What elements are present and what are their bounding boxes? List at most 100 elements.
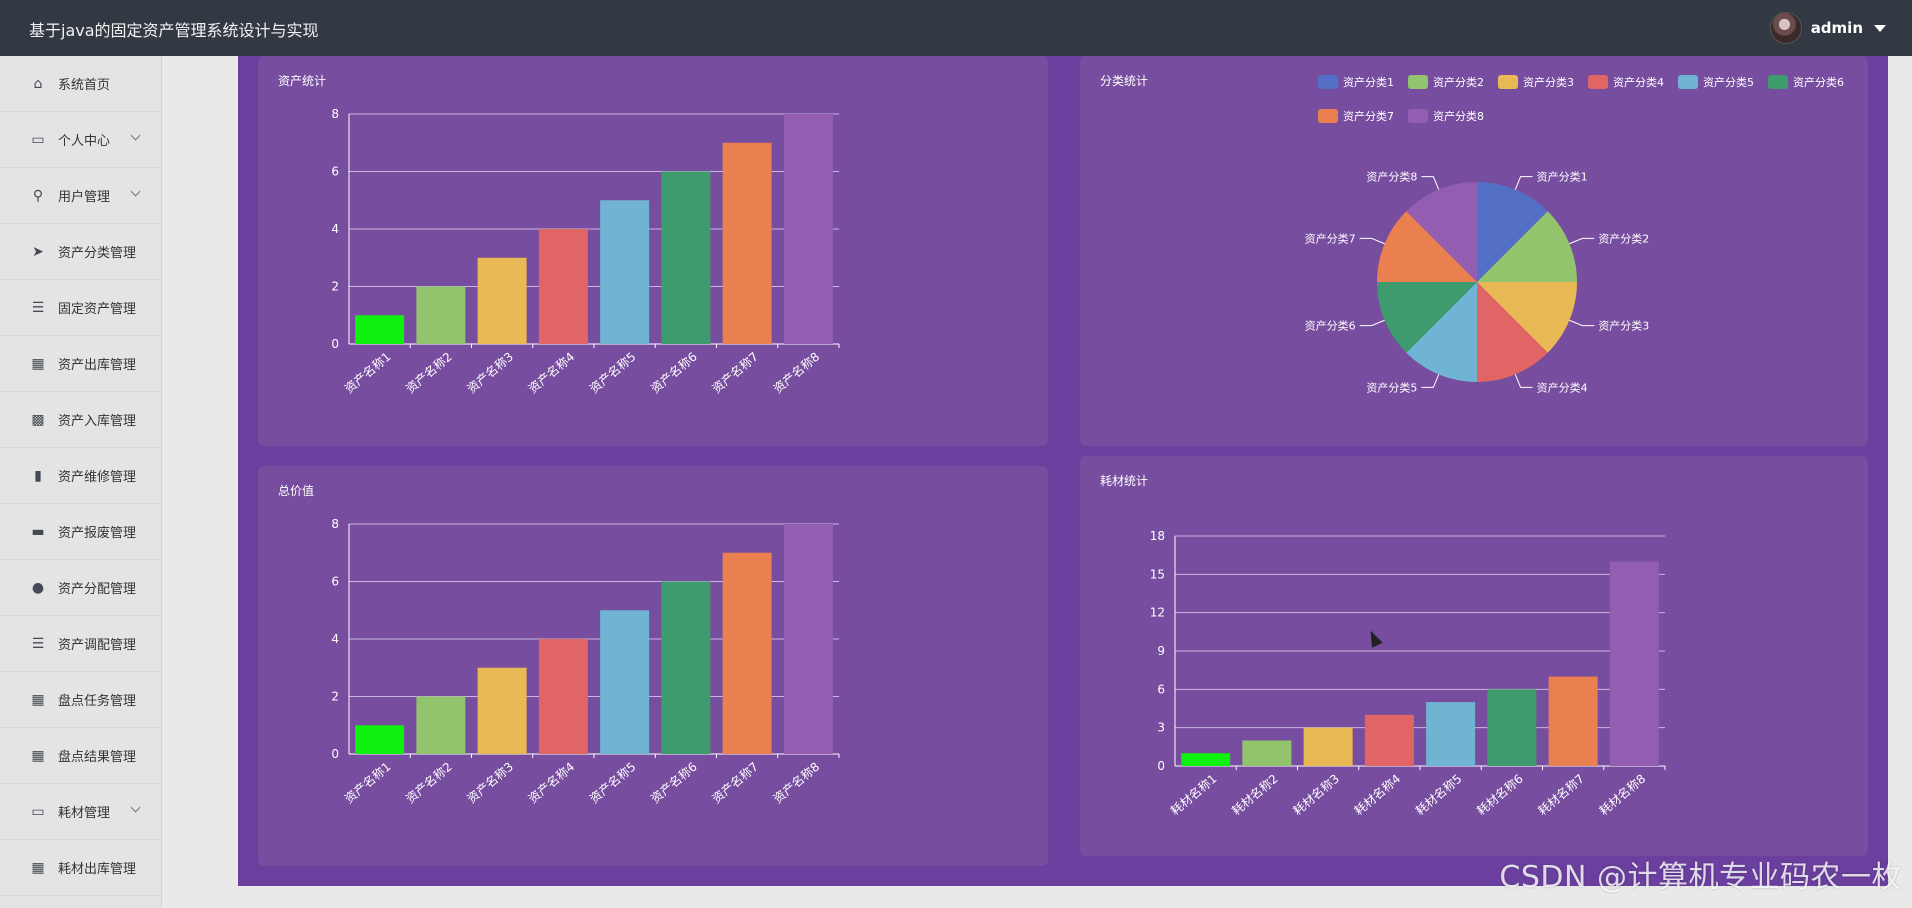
bar[interactable] (477, 257, 527, 344)
bar[interactable] (783, 524, 833, 754)
x-tick-label: 资产名称5 (586, 349, 638, 396)
total-value-chart: 0 2 4 6 8 资产名称1 资产名称2 资产名称3 资产名称4 资产名称5 资产名称6 资产名称7… (331, 517, 840, 806)
bar[interactable] (355, 725, 405, 754)
bar[interactable] (1426, 702, 1476, 766)
legend-swatch[interactable] (1318, 75, 1338, 89)
legend-swatch[interactable] (1678, 75, 1698, 89)
bar[interactable] (600, 610, 650, 754)
sidebar-item-label: 耗材管理 (58, 806, 111, 821)
list-icon: ☰ (31, 299, 45, 316)
user-menu[interactable]: admin (1769, 12, 1886, 44)
sidebar-item-label: 资产调配管理 (58, 638, 137, 653)
bar[interactable] (1242, 740, 1292, 766)
grid-icon: ▦ (31, 859, 45, 876)
legend-label[interactable]: 资产分类4 (1613, 75, 1664, 89)
legend-label[interactable]: 资产分类3 (1523, 75, 1574, 89)
legend-swatch[interactable] (1318, 109, 1338, 123)
bar[interactable] (1303, 727, 1353, 766)
legend-label[interactable]: 资产分类7 (1343, 109, 1394, 123)
sidebar-item-5[interactable]: ☰ 固定资产管理 (0, 280, 161, 336)
pie-slice[interactable] (1477, 211, 1577, 282)
avatar[interactable] (1769, 12, 1802, 44)
bar[interactable] (416, 696, 466, 755)
bar[interactable] (538, 229, 588, 344)
top-header: 基于java的固定资产管理系统设计与实现 admin (0, 0, 1912, 56)
caret-down-icon[interactable] (1874, 24, 1886, 32)
bar[interactable] (416, 286, 466, 345)
sidebar-item-3[interactable]: ⚲ 用户管理 (0, 168, 161, 224)
legend-label[interactable]: 资产分类1 (1343, 75, 1394, 89)
x-tick-label: 资产名称6 (648, 349, 700, 396)
bar[interactable] (355, 315, 405, 344)
bar[interactable] (661, 171, 711, 345)
bar[interactable] (783, 114, 833, 344)
bar[interactable] (722, 552, 772, 754)
sidebar-item-12[interactable]: ▦ 盘点任务管理 (0, 672, 161, 728)
grid-icon: ▦ (31, 691, 45, 708)
sidebar-item-14[interactable]: ▭ 耗材管理 (0, 784, 161, 840)
legend-swatch[interactable] (1408, 109, 1428, 123)
sidebar-item-8[interactable]: ▮ 资产维修管理 (0, 448, 161, 504)
y-tick-label: 6 (331, 575, 339, 589)
legend-swatch[interactable] (1408, 75, 1428, 89)
sidebar-item-label: 系统首页 (58, 78, 111, 93)
sidebar-item-9[interactable]: ▬ 资产报废管理 (0, 504, 161, 560)
grid9-icon: ▩ (31, 411, 45, 428)
sidebar-item-1[interactable]: ⌂ 系统首页 (0, 56, 161, 112)
pie-slice[interactable] (1406, 282, 1477, 382)
pie-slice[interactable] (1477, 182, 1548, 282)
legend-label[interactable]: 资产分类2 (1433, 75, 1484, 89)
x-tick-label: 资产名称6 (648, 759, 700, 806)
y-tick-label: 8 (331, 517, 339, 531)
bar[interactable] (1181, 753, 1231, 766)
bar[interactable] (538, 639, 588, 754)
x-tick-label: 耗材名称8 (1596, 771, 1648, 818)
leader-line (1421, 374, 1440, 388)
pie-slice[interactable] (1477, 282, 1577, 353)
bar[interactable] (1548, 676, 1598, 766)
sidebar-item-11[interactable]: ☰ 资产调配管理 (0, 616, 161, 672)
sidebar-item-7[interactable]: ▩ 资产入库管理 (0, 392, 161, 448)
legend-swatch[interactable] (1768, 75, 1788, 89)
sidebar-item-13[interactable]: ▦ 盘点结果管理 (0, 728, 161, 784)
page-scrollbar[interactable] (1896, 56, 1906, 886)
sidebar-item-label: 资产分类管理 (58, 246, 137, 261)
monitor-icon: ▭ (31, 803, 45, 820)
sidebar-item-15[interactable]: ▦ 耗材出库管理 (0, 840, 161, 896)
bar[interactable] (477, 667, 527, 754)
sidebar-item-2[interactable]: ▭ 个人中心 (0, 112, 161, 168)
username[interactable]: admin (1810, 19, 1863, 37)
app-title: 基于java的固定资产管理系统设计与实现 (29, 21, 319, 40)
bar-chart-icon: ▮ (34, 467, 42, 484)
bar[interactable] (1364, 714, 1414, 766)
pie-slice[interactable] (1477, 282, 1548, 382)
legend-swatch[interactable] (1588, 75, 1608, 89)
legend-label[interactable]: 资产分类8 (1433, 109, 1484, 123)
bar[interactable] (722, 142, 772, 344)
bar[interactable] (1487, 689, 1537, 766)
grid-icon: ▦ (31, 747, 45, 764)
pie-label: 资产分类4 (1537, 380, 1588, 394)
bar[interactable] (661, 581, 711, 755)
x-tick-label: 耗材名称4 (1351, 771, 1403, 818)
pie-label: 资产分类3 (1598, 319, 1649, 333)
pie-slice[interactable] (1377, 282, 1477, 353)
bar[interactable] (600, 200, 650, 344)
sidebar-item-label: 资产维修管理 (58, 470, 137, 485)
sidebar-item-4[interactable]: ➤ 资产分类管理 (0, 224, 161, 280)
pie-slice[interactable] (1406, 182, 1477, 282)
leader-line (1514, 176, 1533, 190)
chevron-down-icon (130, 802, 141, 813)
bar[interactable] (1609, 561, 1659, 766)
legend-label[interactable]: 资产分类5 (1703, 75, 1754, 89)
pie-label: 资产分类5 (1366, 380, 1417, 394)
leader-line (1359, 319, 1385, 327)
y-tick-label: 2 (331, 280, 339, 294)
sidebar-item-10[interactable]: ● 资产分配管理 (0, 560, 161, 616)
x-tick-label: 耗材名称6 (1474, 771, 1526, 818)
legend-swatch[interactable] (1498, 75, 1518, 89)
chevron-down-icon (130, 130, 141, 141)
legend-label[interactable]: 资产分类6 (1793, 75, 1844, 89)
pie-slice[interactable] (1377, 211, 1477, 282)
sidebar-item-6[interactable]: ▦ 资产出库管理 (0, 336, 161, 392)
